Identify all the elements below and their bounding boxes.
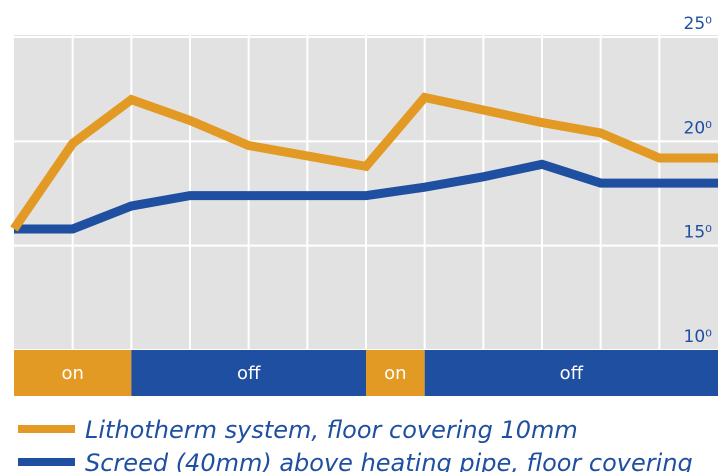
- phase-label: on: [61, 363, 83, 384]
- series-line: [10, 92, 718, 232]
- y-tick-label: 15⁰: [684, 223, 713, 243]
- phase-label: off: [237, 363, 261, 384]
- legend-label: Screed (40mm) above heating pipe, floor …: [85, 449, 693, 472]
- phase-label: off: [560, 363, 584, 384]
- series-line: [14, 159, 718, 234]
- y-tick-label: 10⁰: [684, 327, 713, 347]
- legend-label: Lithotherm system, floor covering 10mm: [85, 416, 578, 444]
- phase-band: [424, 350, 718, 396]
- y-tick-label: 20⁰: [684, 118, 713, 138]
- phase-label: on: [384, 363, 406, 384]
- phase-band: [366, 350, 425, 396]
- phase-band: [14, 350, 132, 396]
- y-tick-label: 25⁰: [684, 14, 713, 34]
- phase-band: [131, 350, 366, 396]
